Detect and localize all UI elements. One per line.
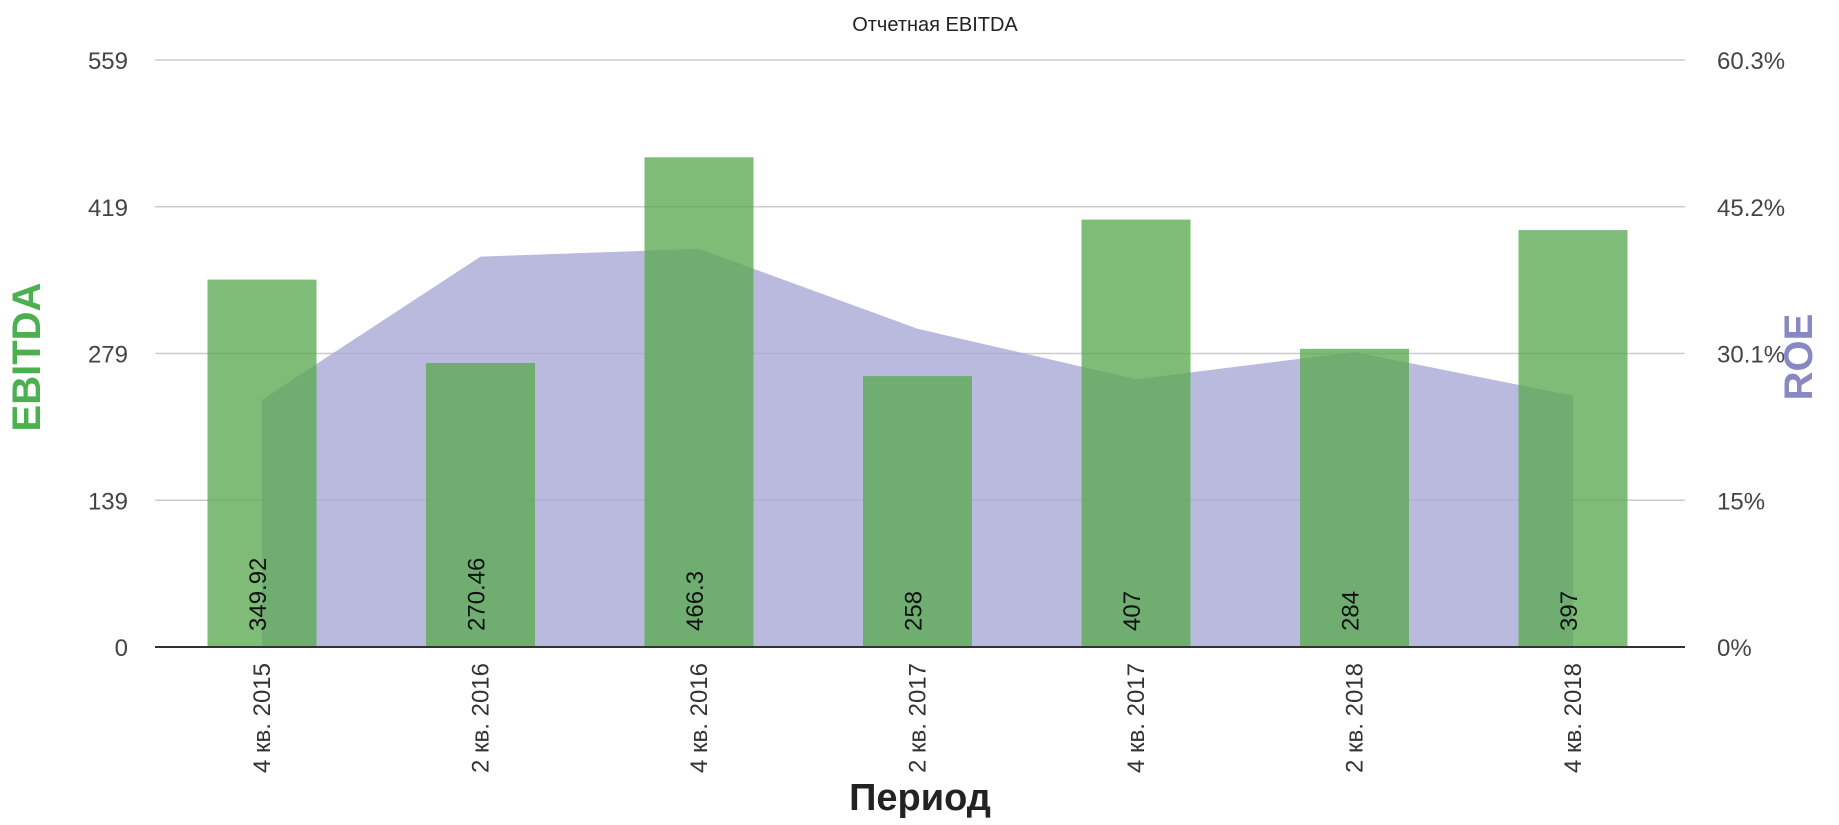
axes: 0 0% 139 15% 279 30.1% 419 45.2% 559 60.3% [88,48,1785,662]
bar-value-label-0: 349.92 [245,558,272,631]
category-label-1: 2 кв. 2016 [468,663,495,773]
x-axis-category-labels: 4 кв. 2015 2 кв. 2016 4 кв. 2016 2 кв. 2017… [249,663,1587,773]
chart-title: Отчетная EBITDA [852,14,1018,36]
bar-6 [1518,230,1628,647]
x-axis-title: Период [849,777,991,819]
bar-value-label-5: 284 [1338,591,1365,631]
category-label-0: 4 кв. 2015 [249,663,276,773]
category-label-6: 4 кв. 2018 [1560,663,1587,773]
bar-5 [1300,348,1409,647]
bar-value-label-1: 270.46 [464,558,491,631]
category-label-2: 4 кв. 2016 [686,663,713,773]
category-label-4: 4 кв. 2017 [1123,663,1150,773]
bar-value-label-4: 407 [1119,591,1146,631]
category-label-5: 2 кв. 2018 [1342,663,1369,773]
y-axis-left-title: EBITDA [5,283,49,432]
y-tick-left-0: 0 [115,635,128,662]
y-tick-right-2: 30.1% [1717,342,1785,369]
bar-0 [207,279,317,647]
y-tick-right-0: 0% [1717,635,1752,662]
y-tick-left-4: 559 [88,48,128,75]
bar-3 [863,376,972,647]
y-axis-right-title: ROE [1777,314,1821,401]
ebitda-bar-series [207,157,1628,648]
bar-2 [644,157,754,648]
y-tick-left-3: 419 [88,195,128,222]
bar-value-label-6: 397 [1556,591,1583,631]
category-label-3: 2 кв. 2017 [905,663,932,773]
bar-value-label-2: 466.3 [682,571,709,631]
y-tick-right-1: 15% [1717,488,1765,515]
bar-1 [426,363,535,647]
bar-4 [1081,219,1191,647]
y-tick-left-2: 279 [88,342,128,369]
y-tick-left-1: 139 [88,488,128,515]
bar-value-label-3: 258 [901,591,928,631]
y-tick-right-3: 45.2% [1717,195,1785,222]
y-tick-right-4: 60.3% [1717,48,1785,75]
bar-value-labels: 349.92 270.46 466.3 258 407 284 397 [245,558,1583,631]
